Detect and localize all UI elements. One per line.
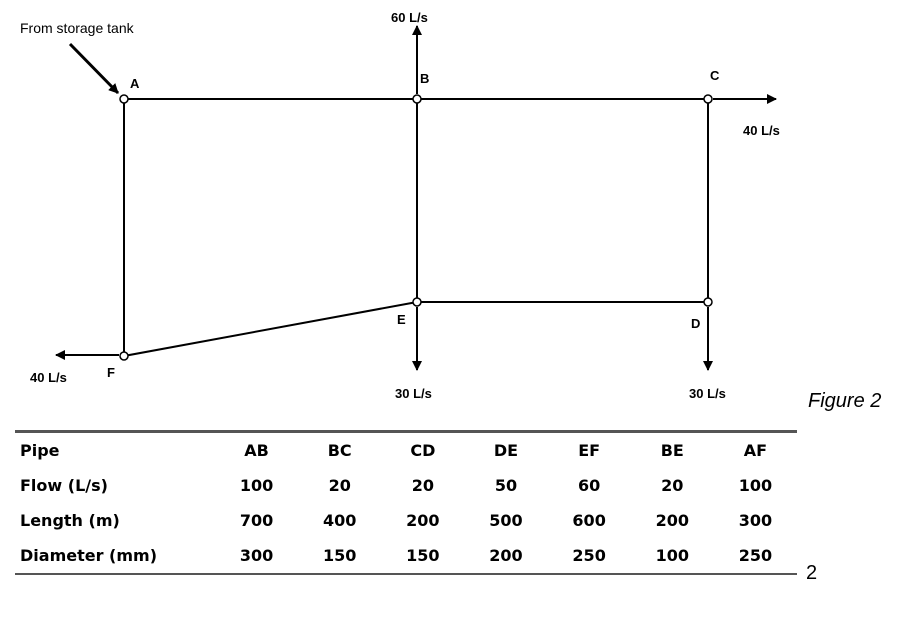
table-cell: Diameter (mm): [20, 546, 158, 565]
outflow-label-B: 60 L/s: [391, 10, 428, 25]
node-A: [119, 94, 129, 104]
table-cell: 150: [406, 546, 440, 565]
table-cell: 500: [489, 511, 523, 530]
table-header-cell: AB: [244, 441, 269, 460]
source-label: From storage tank: [20, 20, 135, 36]
inflow-arrow: [68, 42, 120, 95]
node-label-C: C: [710, 68, 720, 83]
figure-caption: Figure 2: [808, 390, 882, 412]
table-cell: 300: [738, 511, 773, 530]
node-label-A: A: [130, 76, 140, 91]
table-cell: 200: [489, 546, 523, 565]
table-cell: 20: [328, 476, 351, 495]
node-label-E: E: [397, 312, 406, 327]
node-label-D: D: [691, 316, 700, 331]
table-cell: 50: [494, 476, 518, 495]
table-cell: 100: [738, 476, 773, 495]
table-cell: 20: [661, 476, 684, 495]
table-cell: 100: [655, 546, 689, 565]
table-header-cell: Pipe: [20, 441, 60, 460]
table-row: Length (m) 700 400 200 500 600 200 300: [15, 503, 797, 538]
table-cell: 600: [572, 511, 606, 530]
table-cell: 20: [411, 476, 434, 495]
table-cell: 200: [655, 511, 689, 530]
node-D: [703, 297, 713, 307]
node-B: [412, 94, 422, 104]
table-cell: Flow (L/s): [20, 476, 108, 495]
node-F: [119, 351, 129, 361]
table-cell: 60: [578, 476, 601, 495]
table-cell: Length (m): [20, 511, 120, 530]
node-C: [703, 94, 713, 104]
table-row: Flow (L/s) 100 20 20 50 60 20 100: [15, 468, 797, 503]
table-cell: 700: [239, 511, 274, 530]
pipe-data-table: Pipe AB BC CD DE EF BE AF Flow (L/s) 100…: [15, 430, 797, 575]
table-header-row: Pipe AB BC CD DE EF BE AF: [15, 432, 797, 469]
table-header-cell: DE: [493, 441, 519, 460]
outflow-label-C: 40 L/s: [743, 123, 780, 138]
pipe-network-diagram: From storage tank 60 L/s 40 L/s 30 L/s 3…: [20, 10, 780, 401]
outflow-label-F: 40 L/s: [30, 370, 67, 385]
side-number: 2: [806, 562, 818, 584]
table-header-cell: AF: [743, 441, 768, 460]
table-cell: 250: [738, 546, 773, 565]
outflow-label-E: 30 L/s: [395, 386, 432, 401]
table-cell: 250: [572, 546, 606, 565]
table-cell: 150: [323, 546, 357, 565]
table-cell: 400: [323, 511, 357, 530]
outflow-label-D: 30 L/s: [689, 386, 726, 401]
table-cell: 300: [239, 546, 274, 565]
node-E: [412, 297, 422, 307]
table-row: Diameter (mm) 300 150 150 200 250 100 25…: [15, 538, 797, 574]
table-cell: 200: [406, 511, 440, 530]
node-label-B: B: [420, 71, 429, 86]
table-header-cell: EF: [578, 441, 601, 460]
table-header-cell: CD: [410, 441, 436, 460]
table-header-cell: BE: [660, 441, 684, 460]
table-cell: 100: [239, 476, 274, 495]
node-label-F: F: [107, 365, 115, 380]
table-header-cell: BC: [327, 441, 352, 460]
pipe-EF: [123, 301, 418, 357]
